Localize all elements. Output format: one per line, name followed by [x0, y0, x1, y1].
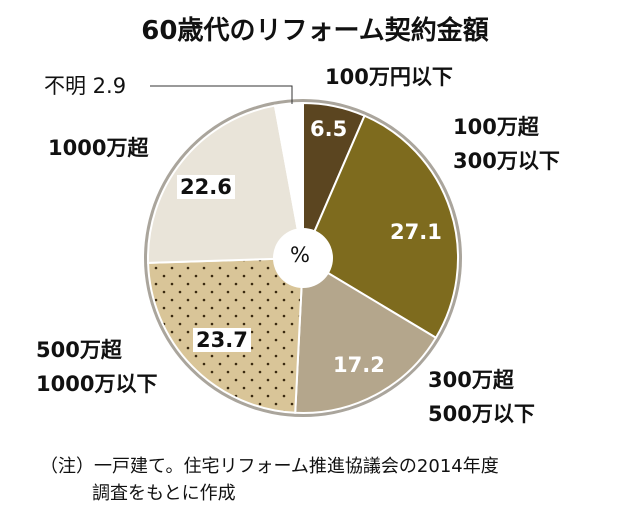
note-line-1: （注）一戸建て。住宅リフォーム推進協議会の2014年度: [40, 456, 499, 477]
label-300-500-b: 500万以下: [428, 402, 535, 426]
chart-title: 60歳代のリフォーム契約金額: [141, 16, 489, 46]
label-100-300-b: 300万以下: [453, 149, 560, 173]
leader-line-unknown: [150, 85, 293, 104]
label-unknown: 不明 2.9: [44, 74, 127, 98]
label-100-300-a: 100万超: [453, 115, 539, 139]
label-under-100: 100万円以下: [325, 65, 453, 89]
label-500-1000-a: 500万超: [36, 338, 122, 362]
pie-slice-2: [294, 256, 438, 414]
value-label-4: 22.6: [177, 175, 235, 199]
pie-slice-1: [301, 114, 459, 340]
value-label-3: 23.7: [193, 328, 251, 352]
note-line-2: 調査をもとに作成: [92, 483, 236, 504]
unit-label: %: [290, 243, 310, 267]
label-over-1000: 1000万超: [48, 136, 149, 160]
value-label-0: 6.5: [310, 117, 348, 141]
label-300-500-a: 300万超: [428, 368, 514, 392]
label-500-1000-b: 1000万以下: [36, 372, 158, 396]
pie-center-hole: [273, 228, 333, 288]
pie-slice-5: [273, 101, 304, 259]
value-label-1: 27.1: [390, 220, 442, 244]
value-label-2: 17.2: [333, 353, 385, 377]
